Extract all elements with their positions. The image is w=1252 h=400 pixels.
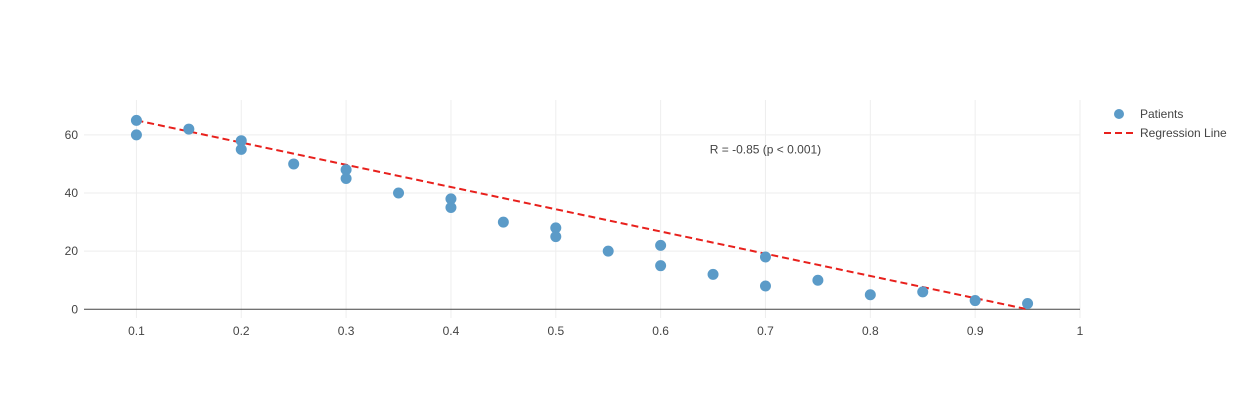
grid: [84, 100, 1081, 318]
data-point: [655, 239, 667, 251]
annotations: R = -0.85 (p < 0.001): [710, 142, 821, 156]
data-point: [1022, 297, 1034, 309]
x-tick-label: 0.4: [443, 324, 460, 338]
data-point: [550, 231, 562, 243]
x-tick-label: 0.9: [967, 324, 984, 338]
legend-item[interactable]: Regression Line: [1104, 126, 1227, 140]
data-point: [812, 274, 824, 286]
legend-label: Patients: [1140, 107, 1183, 121]
x-tick-label: 0.3: [338, 324, 355, 338]
x-tick-label: 0.6: [652, 324, 669, 338]
x-tick-label: 1: [1077, 324, 1084, 338]
y-tick-label: 40: [65, 186, 79, 200]
data-point: [917, 286, 929, 298]
scatter-points-layer: [130, 114, 1034, 309]
legend[interactable]: Patients Regression Line: [1104, 107, 1227, 140]
data-point: [445, 202, 457, 214]
data-point: [183, 123, 195, 135]
data-point: [969, 295, 981, 307]
x-tick-label: 0.7: [757, 324, 774, 338]
x-tick-label: 0.5: [547, 324, 564, 338]
data-point: [340, 172, 352, 184]
x-tick-label: 0.2: [233, 324, 250, 338]
legend-marker-swatch: [1114, 109, 1124, 119]
data-point: [130, 129, 142, 141]
axes: 0.1 0.2 0.3 0.4 0.5 0.6 0.7 0.8 0.9 1 0 20 40 60: [65, 128, 1084, 338]
data-point: [602, 245, 614, 257]
data-point: [130, 114, 142, 126]
y-tick-label: 0: [71, 302, 78, 316]
data-point: [759, 251, 771, 263]
y-tick-label: 20: [65, 244, 79, 258]
regression-line-layer: [136, 119, 1028, 311]
data-point: [864, 289, 876, 301]
regression-line: [136, 119, 1028, 311]
data-point: [655, 260, 667, 272]
legend-item[interactable]: Patients: [1114, 107, 1183, 121]
correlation-annotation: R = -0.85 (p < 0.001): [710, 142, 821, 156]
data-point: [393, 187, 405, 199]
x-tick-label: 0.1: [128, 324, 145, 338]
data-point: [707, 268, 719, 280]
legend-label: Regression Line: [1140, 126, 1227, 140]
data-point: [497, 216, 509, 228]
data-point: [759, 280, 771, 292]
x-tick-label: 0.8: [862, 324, 879, 338]
y-tick-label: 60: [65, 128, 79, 142]
data-point: [288, 158, 300, 170]
data-point: [235, 143, 247, 155]
